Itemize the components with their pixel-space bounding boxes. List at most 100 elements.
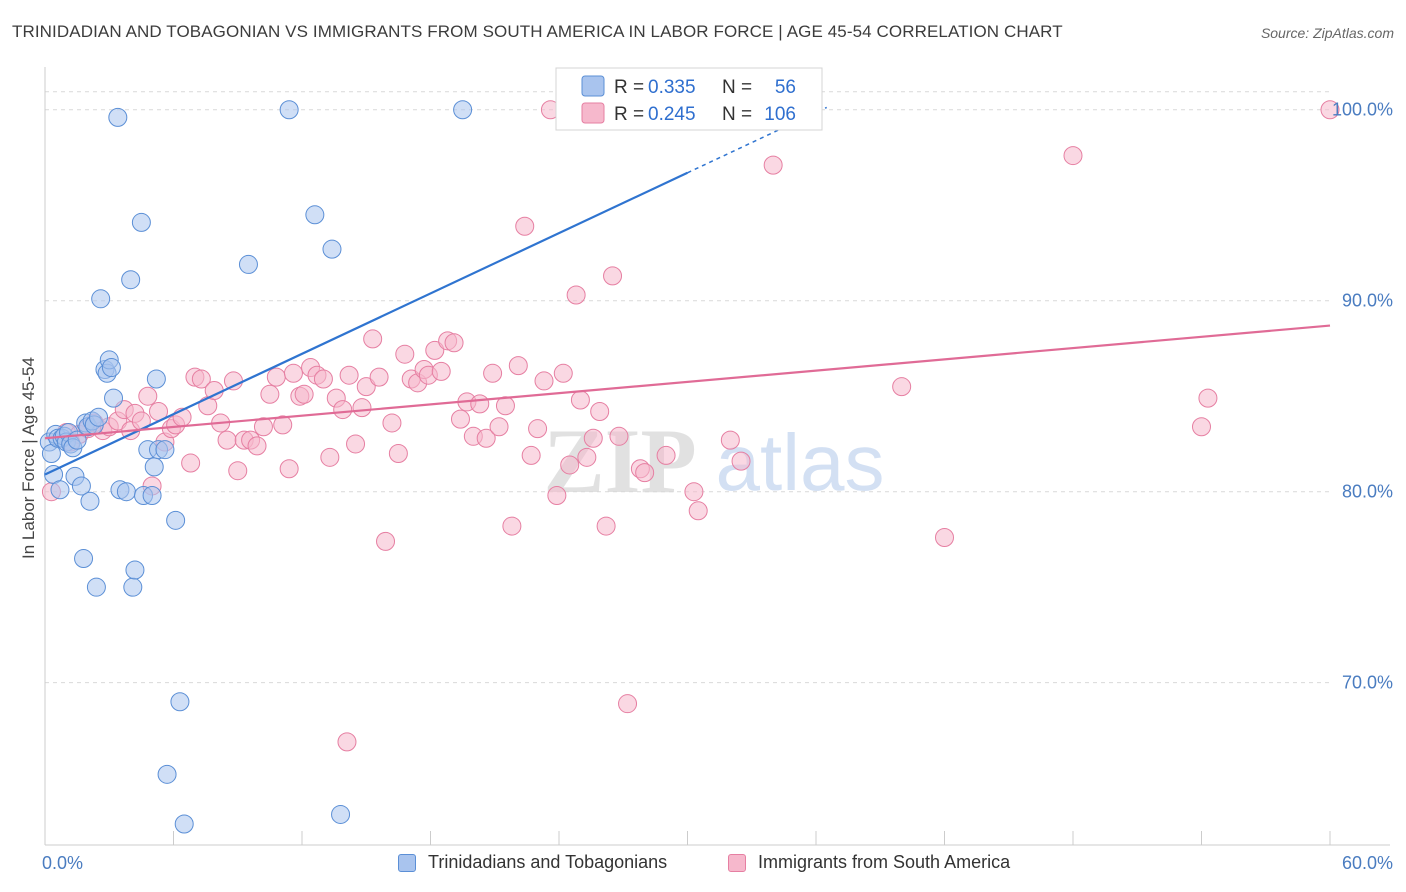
pink-point-24 bbox=[204, 380, 224, 400]
blue-point-45 bbox=[157, 764, 177, 784]
pink-point-98 bbox=[763, 155, 783, 175]
blue-point-48 bbox=[279, 100, 299, 120]
pink-point-84 bbox=[577, 447, 597, 467]
pink-point-67 bbox=[470, 394, 490, 414]
legend-n-label-1: N = bbox=[722, 77, 752, 98]
pink-point-89 bbox=[609, 426, 629, 446]
pink-series-points bbox=[41, 100, 1340, 752]
pink-trend-line bbox=[44, 324, 1331, 440]
pink-point-46 bbox=[339, 365, 359, 385]
pink-point-32 bbox=[253, 417, 273, 437]
pink-point-80 bbox=[553, 363, 573, 383]
pink-point-95 bbox=[688, 501, 708, 521]
pink-point-50 bbox=[363, 329, 383, 349]
y-tick-labels: 70.0% 80.0% 90.0% 100.0% bbox=[1332, 100, 1393, 693]
pink-point-34 bbox=[266, 367, 286, 387]
pink-point-49 bbox=[356, 377, 376, 397]
blue-point-47 bbox=[238, 254, 258, 274]
pink-point-51 bbox=[369, 367, 389, 387]
pink-point-61 bbox=[431, 361, 451, 381]
stats-legend: R = 0.335 N = 56 R = 0.245 N = 106 bbox=[555, 67, 823, 131]
pink-point-103 bbox=[1198, 388, 1218, 408]
series-legend: Trinidadians and Tobagonians Immigrants … bbox=[0, 852, 1406, 878]
pink-point-105 bbox=[337, 732, 357, 752]
pink-point-73 bbox=[508, 356, 528, 376]
legend-n-value-1: 56 bbox=[775, 77, 796, 98]
blue-point-14 bbox=[71, 476, 91, 496]
pink-point-83 bbox=[570, 390, 590, 410]
legend-n-value-2: 106 bbox=[764, 104, 796, 125]
blue-point-38 bbox=[142, 486, 162, 506]
pink-point-101 bbox=[1063, 146, 1083, 166]
pink-point-96 bbox=[720, 430, 740, 450]
pink-point-76 bbox=[528, 419, 548, 439]
series-name-blue: Trinidadians and Tobagonians bbox=[428, 852, 668, 872]
blue-point-42 bbox=[155, 440, 175, 460]
pink-point-39 bbox=[294, 384, 314, 404]
blue-point-32 bbox=[121, 270, 141, 290]
pink-point-97 bbox=[731, 451, 751, 471]
blue-point-28 bbox=[104, 388, 124, 408]
series-legend-item-pink: Immigrants from South America bbox=[728, 852, 1010, 873]
blue-point-35 bbox=[131, 212, 151, 232]
pink-point-93 bbox=[656, 445, 676, 465]
pink-point-42 bbox=[313, 369, 333, 389]
y-tick-label-0: 70.0% bbox=[1342, 673, 1393, 693]
blue-point-52 bbox=[453, 100, 473, 120]
y-tick-label-3: 100.0% bbox=[1332, 100, 1393, 120]
pink-point-87 bbox=[596, 516, 616, 536]
chart-title: TRINIDADIAN AND TOBAGONIAN VS IMMIGRANTS… bbox=[12, 22, 1063, 41]
pink-point-45 bbox=[333, 400, 353, 420]
pink-point-70 bbox=[489, 417, 509, 437]
pink-point-74 bbox=[515, 216, 535, 236]
blue-point-29 bbox=[108, 107, 128, 127]
pink-point-43 bbox=[320, 447, 340, 467]
pink-point-37 bbox=[283, 363, 303, 383]
pink-point-63 bbox=[444, 333, 464, 353]
pink-point-104 bbox=[1320, 100, 1340, 120]
blue-point-51 bbox=[331, 804, 351, 824]
x-tick-max: 60.0% bbox=[1342, 853, 1393, 873]
pink-point-36 bbox=[279, 459, 299, 479]
pink-point-33 bbox=[260, 384, 280, 404]
legend-r-value-2: 0.245 bbox=[648, 104, 696, 125]
pink-point-99 bbox=[892, 377, 912, 397]
series-name-pink: Immigrants from South America bbox=[758, 852, 1011, 872]
blue-point-33 bbox=[123, 577, 143, 597]
legend-r-value-1: 0.335 bbox=[648, 77, 696, 98]
pink-point-69 bbox=[483, 363, 503, 383]
blue-point-22 bbox=[89, 407, 109, 427]
pink-point-85 bbox=[583, 428, 603, 448]
source-label: Source: ZipAtlas.com bbox=[1260, 25, 1394, 41]
pink-point-31 bbox=[247, 436, 267, 456]
x-tick-min: 0.0% bbox=[42, 853, 83, 873]
blue-point-50 bbox=[322, 239, 342, 259]
pink-point-77 bbox=[534, 371, 554, 391]
pink-point-52 bbox=[376, 531, 396, 551]
pink-point-102 bbox=[1192, 417, 1211, 437]
pink-point-82 bbox=[566, 285, 586, 305]
y-tick-label-1: 80.0% bbox=[1342, 482, 1393, 502]
series-legend-item-blue: Trinidadians and Tobagonians bbox=[398, 852, 667, 873]
pink-point-68 bbox=[476, 428, 496, 448]
blue-point-18 bbox=[80, 491, 100, 511]
legend-swatch-pink bbox=[581, 102, 605, 124]
blue-point-15 bbox=[74, 549, 94, 569]
pink-point-35 bbox=[273, 415, 293, 435]
pink-point-55 bbox=[395, 344, 415, 364]
pink-point-75 bbox=[521, 445, 541, 465]
blue-point-27 bbox=[101, 358, 121, 378]
series-swatch-blue bbox=[398, 853, 416, 872]
legend-n-label-2: N = bbox=[722, 104, 752, 125]
blue-point-31 bbox=[116, 482, 136, 502]
legend-r-label-1: R = bbox=[614, 77, 644, 98]
pink-point-28 bbox=[228, 461, 248, 481]
pink-point-26 bbox=[217, 430, 237, 450]
y-tick-label-2: 90.0% bbox=[1342, 291, 1393, 311]
y-axis-label: In Labor Force | Age 45-54 bbox=[19, 357, 38, 559]
blue-point-44 bbox=[170, 692, 190, 712]
pink-point-54 bbox=[388, 444, 408, 463]
pink-point-48 bbox=[352, 398, 372, 418]
blue-point-40 bbox=[146, 369, 166, 389]
